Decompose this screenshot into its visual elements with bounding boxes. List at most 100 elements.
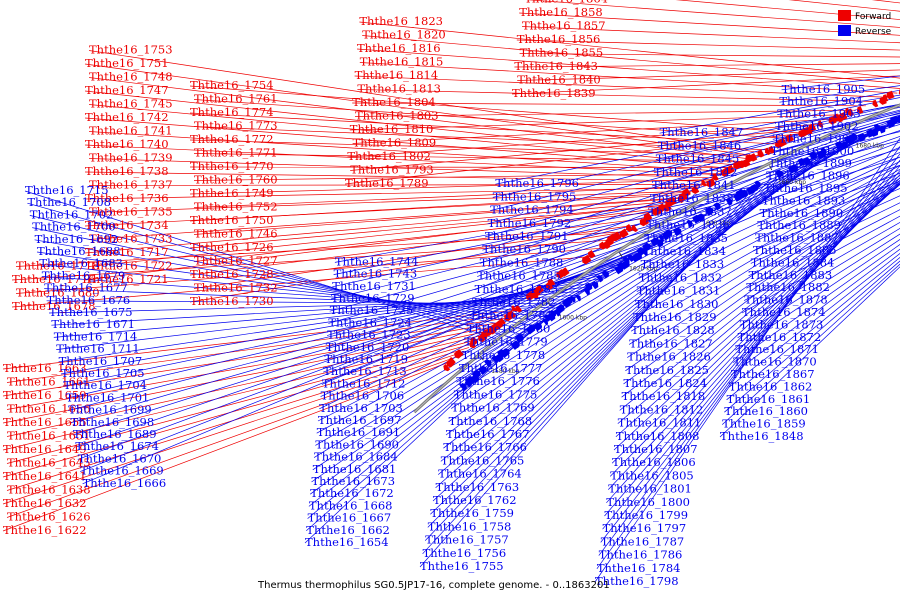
gene-label[interactable]: Ththe16_1847	[660, 125, 744, 139]
gene-label[interactable]: Ththe16_1677	[44, 281, 128, 295]
forward-gene-feature[interactable]	[449, 356, 456, 364]
gene-label[interactable]: Ththe16_1739	[89, 151, 173, 165]
reverse-gene-feature[interactable]	[848, 133, 858, 142]
forward-gene-feature[interactable]	[508, 310, 517, 319]
forward-gene-feature[interactable]	[738, 160, 746, 169]
gene-label[interactable]: Ththe16_1824	[624, 376, 708, 390]
gene-label[interactable]: Ththe16_1806	[612, 455, 696, 469]
reverse-gene-feature[interactable]	[569, 295, 576, 303]
gene-label[interactable]: Ththe16_1867	[731, 367, 815, 381]
gene-label[interactable]: Ththe16_1702	[30, 207, 114, 221]
gene-label[interactable]: Ththe16_1873	[740, 317, 824, 331]
gene-label[interactable]: Ththe16_1663	[3, 361, 87, 375]
reverse-gene-feature[interactable]	[706, 206, 714, 215]
reverse-gene-feature[interactable]	[655, 239, 664, 248]
gene-label[interactable]: Ththe16_1798	[595, 574, 679, 588]
gene-label[interactable]: Ththe16_1679	[42, 268, 126, 282]
gene-label[interactable]: Ththe16_1901	[773, 131, 857, 145]
forward-gene-feature[interactable]	[545, 281, 554, 290]
gene-label[interactable]: Ththe16_1840	[517, 73, 601, 87]
reverse-gene-feature[interactable]	[596, 274, 603, 283]
gene-label[interactable]: Ththe16_1827	[629, 336, 713, 350]
gene-label[interactable]: Ththe16_1781	[469, 308, 553, 322]
reverse-gene-feature[interactable]	[663, 229, 673, 239]
gene-label[interactable]: Ththe16_1765	[441, 453, 525, 467]
gene-label[interactable]: Ththe16_1871	[735, 342, 819, 356]
forward-gene-feature[interactable]	[678, 192, 688, 202]
forward-gene-feature[interactable]	[478, 332, 488, 343]
gene-label[interactable]: Ththe16_1828	[631, 323, 715, 337]
gene-label[interactable]: Ththe16_1803	[355, 109, 439, 123]
gene-label[interactable]: Ththe16_1741	[89, 124, 173, 138]
gene-label[interactable]: Ththe16_1778	[462, 348, 546, 362]
forward-gene-feature[interactable]	[625, 224, 633, 232]
reverse-gene-feature[interactable]	[686, 219, 693, 228]
forward-gene-feature[interactable]	[582, 254, 592, 265]
gene-label[interactable]: Ththe16_1715	[25, 183, 109, 197]
gene-label[interactable]: Ththe16_1723	[327, 328, 411, 342]
gene-label[interactable]: Ththe16_1690	[315, 437, 399, 451]
gene-label[interactable]: Ththe16_1683	[39, 256, 123, 270]
gene-label[interactable]: Ththe16_1705	[61, 366, 145, 380]
forward-gene-feature[interactable]	[612, 231, 622, 242]
gene-label[interactable]: Ththe16_1651	[7, 429, 91, 443]
gene-label[interactable]: Ththe16_1792	[488, 216, 572, 230]
gene-label[interactable]: Ththe16_1788	[480, 255, 564, 269]
gene-label[interactable]: Ththe16_1716	[12, 272, 96, 286]
gene-label[interactable]: Ththe16_1864	[524, 0, 608, 6]
gene-label[interactable]: Ththe16_1782	[472, 295, 556, 309]
gene-label[interactable]: Ththe16_1826	[627, 350, 711, 364]
gene-label[interactable]: Ththe16_1855	[520, 46, 604, 60]
reverse-gene-feature[interactable]	[525, 324, 536, 335]
reverse-gene-feature[interactable]	[754, 180, 761, 189]
gene-label[interactable]: Ththe16_1810	[350, 122, 434, 136]
gene-label[interactable]: Ththe16_1718	[16, 259, 100, 273]
forward-gene-feature[interactable]	[515, 304, 523, 313]
gene-label[interactable]: Ththe16_1776	[456, 374, 540, 388]
gene-label[interactable]: Ththe16_1747	[85, 83, 169, 97]
gene-label[interactable]: Ththe16_1736	[85, 191, 169, 205]
gene-label[interactable]: Ththe16_1783	[475, 282, 559, 296]
gene-label[interactable]: Ththe16_1884	[751, 255, 835, 269]
gene-label[interactable]: Ththe16_1786	[599, 548, 683, 562]
gene-label[interactable]: Ththe16_1784	[597, 561, 681, 575]
gene-label[interactable]: Ththe16_1733	[89, 232, 173, 246]
forward-gene-feature[interactable]	[446, 358, 455, 368]
gene-label[interactable]: Ththe16_1816	[357, 41, 441, 55]
gene-label[interactable]: Ththe16_1801	[608, 482, 692, 496]
gene-label[interactable]: Ththe16_1661	[7, 375, 91, 389]
reverse-gene-feature[interactable]	[658, 234, 664, 242]
gene-label[interactable]: Ththe16_1713	[323, 364, 407, 378]
gene-label[interactable]: Ththe16_1848	[720, 429, 804, 443]
gene-label[interactable]: Ththe16_1780	[467, 321, 551, 335]
forward-gene-feature[interactable]	[802, 126, 811, 136]
reverse-gene-feature[interactable]	[873, 123, 881, 132]
gene-label[interactable]: Ththe16_1673	[312, 474, 396, 488]
gene-label[interactable]: Ththe16_1777	[459, 361, 543, 375]
gene-label[interactable]: Ththe16_1681	[313, 462, 397, 476]
gene-label[interactable]: Ththe16_1802	[347, 149, 431, 163]
reverse-gene-feature[interactable]	[840, 141, 848, 150]
forward-gene-feature[interactable]	[785, 133, 794, 143]
forward-gene-feature[interactable]	[742, 158, 751, 168]
gene-label[interactable]: Ththe16_1859	[722, 417, 806, 431]
gene-label[interactable]: Ththe16_1746	[194, 227, 278, 241]
gene-label[interactable]: Ththe16_1899	[768, 156, 852, 170]
gene-label[interactable]: Ththe16_1791	[485, 229, 569, 243]
gene-label[interactable]: Ththe16_1861	[727, 392, 811, 406]
reverse-gene-feature[interactable]	[514, 334, 524, 344]
gene-label[interactable]: Ththe16_1773	[194, 119, 278, 133]
gene-label[interactable]: Ththe16_1649	[3, 442, 87, 456]
gene-label[interactable]: Ththe16_1717	[85, 245, 169, 259]
forward-gene-feature[interactable]	[499, 317, 506, 325]
gene-label[interactable]: Ththe16_1706	[321, 389, 405, 403]
gene-label[interactable]: Ththe16_1836	[646, 218, 730, 232]
gene-label[interactable]: Ththe16_1856	[517, 32, 601, 46]
gene-label[interactable]: Ththe16_1728	[190, 267, 274, 281]
reverse-gene-feature[interactable]	[591, 281, 599, 290]
gene-label[interactable]: Ththe16_1700	[32, 220, 116, 234]
gene-label[interactable]: Ththe16_1727	[194, 254, 278, 268]
gene-label[interactable]: Ththe16_1766	[443, 440, 527, 454]
gene-label[interactable]: Ththe16_1887	[755, 231, 839, 245]
gene-label[interactable]: Ththe16_1845	[656, 152, 740, 166]
